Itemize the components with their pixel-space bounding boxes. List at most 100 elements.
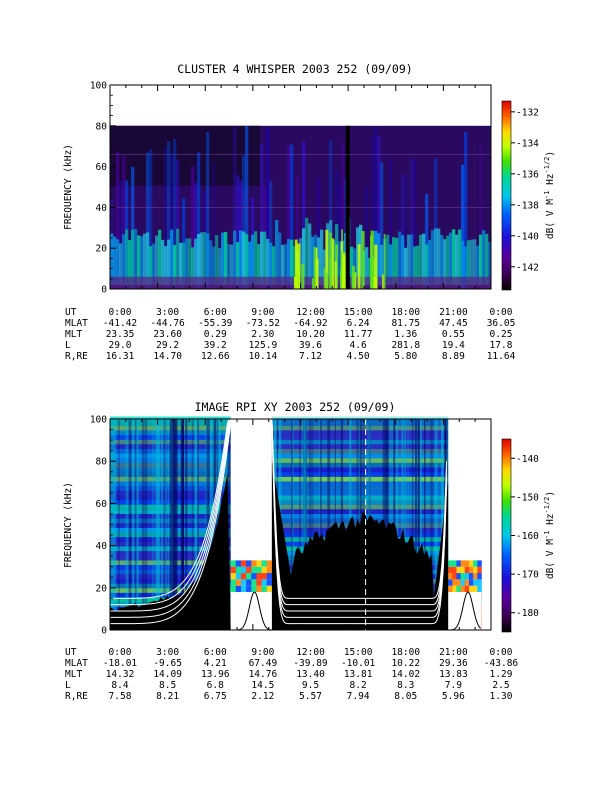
spectrogram-burst xyxy=(351,265,355,289)
spectrogram-column xyxy=(227,419,231,630)
ephemeris-row-label: MLT xyxy=(65,669,82,680)
spectrogram-column xyxy=(136,419,140,630)
spectrogram-column xyxy=(114,419,116,630)
spectrogram-column xyxy=(188,238,192,285)
model-curve xyxy=(110,423,232,625)
spectrogram-column xyxy=(137,235,141,285)
spectrogram-band xyxy=(110,560,231,566)
spectrogram-column xyxy=(424,419,426,630)
spectrogram-column xyxy=(338,241,342,285)
spectrogram-cell xyxy=(261,560,268,567)
spectrogram-cell xyxy=(261,573,268,580)
spectrogram-band xyxy=(271,448,449,454)
y-tick-label: 20 xyxy=(96,583,108,594)
ephemeris-table: UT 0:00 3:00 6:00 9:00 12:00 15:00 18:00 21:00 0:… xyxy=(65,307,516,362)
ephemeris-value: -73.52 xyxy=(246,318,280,329)
ephemeris-value: -55.39 xyxy=(198,318,233,329)
spectrogram-band xyxy=(110,551,231,556)
ephemeris-value: 36.05 xyxy=(487,318,516,329)
spectrogram-cell xyxy=(464,566,470,574)
spectrogram-column xyxy=(142,419,144,630)
spectrogram-column xyxy=(287,145,291,289)
spectrogram-band xyxy=(110,453,231,459)
spectrogram-column xyxy=(287,238,291,285)
spectrogram-cell xyxy=(256,560,262,567)
spectrogram-column xyxy=(482,230,486,285)
spectrogram-cell xyxy=(456,579,461,586)
spectrogram-column xyxy=(152,419,155,630)
panel-image: IMAGE RPI XY 2003 252 (09/09) 0 20 40 60 80 1… xyxy=(63,400,556,702)
spectrogram-column xyxy=(425,244,429,285)
spectrogram-column xyxy=(269,242,273,285)
spectrogram-column xyxy=(170,419,172,630)
spectrogram-band xyxy=(110,435,231,440)
spectrogram-burst xyxy=(294,239,298,289)
ephemeris-value: 11.77 xyxy=(344,329,373,340)
ephemeris-value: 3:00 xyxy=(156,647,179,658)
spectrogram-column xyxy=(371,136,375,289)
spectrogram-column xyxy=(152,243,156,285)
spectrogram-band xyxy=(110,486,231,491)
spectrogram-column xyxy=(434,419,437,630)
ephemeris-value: 7.9 xyxy=(445,680,462,691)
spectrogram-column xyxy=(236,242,240,285)
spectrogram-band xyxy=(271,467,449,473)
spectrogram-column xyxy=(164,147,168,289)
spectrogram-cell xyxy=(460,585,466,593)
spectrogram-band xyxy=(271,472,449,477)
ephemeris-row-label: L xyxy=(65,340,71,351)
spectrogram-column xyxy=(131,166,135,289)
spectrogram-column xyxy=(485,233,489,285)
spectrogram-burst xyxy=(370,230,374,289)
spectrogram-column xyxy=(317,237,321,285)
spectrogram-column xyxy=(303,419,306,630)
ephemeris-value: 14.09 xyxy=(153,669,182,680)
ephemeris-value: 39.2 xyxy=(204,340,227,351)
ephemeris-value: 13.96 xyxy=(201,669,230,680)
ephemeris-value: 14.5 xyxy=(251,680,274,691)
spectrogram-cell xyxy=(452,566,457,574)
spectrogram-column xyxy=(149,149,153,289)
spectrogram-column xyxy=(310,419,314,630)
spectrogram-column xyxy=(290,144,294,289)
spectrogram-column xyxy=(181,419,184,630)
spectrogram-column xyxy=(161,239,165,285)
spectrogram-band xyxy=(110,421,231,426)
spectrogram-cell xyxy=(477,579,482,586)
spectrogram-plasma-region xyxy=(110,472,231,630)
spectrogram-column xyxy=(116,152,120,289)
ephemeris-value: 4.6 xyxy=(350,340,367,351)
spectrogram-column xyxy=(167,239,171,285)
spectrogram-column xyxy=(290,239,294,285)
spectrogram-column xyxy=(292,419,294,630)
spectrogram-column xyxy=(302,228,306,285)
spectrogram-cell xyxy=(240,560,247,567)
colorbar-tick-label: -140 xyxy=(516,231,539,242)
y-tick-label: 0 xyxy=(101,626,107,637)
spectrogram-column xyxy=(260,231,264,285)
spectrogram-band xyxy=(271,495,449,501)
ephemeris-value: 6.75 xyxy=(204,691,227,702)
spectrogram-column xyxy=(158,419,161,630)
spectrogram-column xyxy=(254,231,258,285)
spectrogram-band xyxy=(110,583,231,589)
spectrogram-cell xyxy=(266,579,273,586)
spectrogram-band xyxy=(110,458,231,463)
spectrogram-column xyxy=(164,246,168,285)
ephemeris-value: 9.5 xyxy=(302,680,319,691)
spectrogram-column xyxy=(212,246,216,285)
spectrogram-column xyxy=(401,235,405,285)
spectrogram-column xyxy=(218,248,222,285)
spectrogram-cell xyxy=(448,579,453,586)
spectrogram-column xyxy=(461,240,465,285)
spectrogram-band xyxy=(110,462,231,468)
ephemeris-value: 1.30 xyxy=(490,691,513,702)
y-tick-label: 40 xyxy=(96,203,108,214)
spectrogram-band xyxy=(271,486,449,491)
spectrogram-band xyxy=(271,513,449,519)
ephemeris-value: 4.50 xyxy=(347,351,370,362)
spectrogram-column xyxy=(464,246,468,285)
spectrogram-column xyxy=(293,246,297,285)
spectrogram-column xyxy=(437,228,441,285)
spectrogram-column xyxy=(134,419,136,630)
